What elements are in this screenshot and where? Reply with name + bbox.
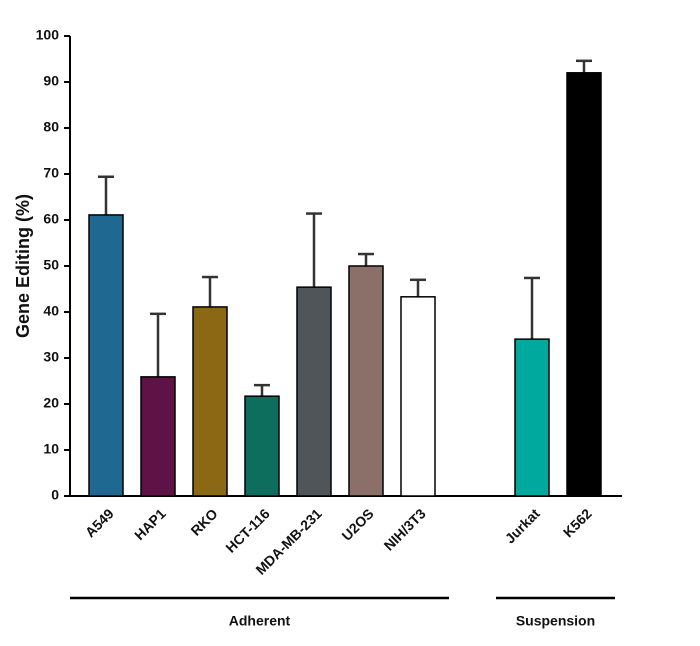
y-tick-label: 70	[43, 165, 59, 181]
group-label: Suspension	[516, 613, 595, 629]
x-tick-label: Jurkat	[502, 505, 543, 546]
y-tick-label: 20	[43, 395, 59, 411]
bar	[348, 265, 384, 497]
y-tick-label: 60	[43, 211, 59, 227]
x-tick-label: U2OS	[338, 505, 376, 543]
bar	[244, 395, 280, 497]
bar	[400, 296, 436, 497]
x-tick-label: HCT-116	[222, 505, 273, 556]
y-tick-label: 10	[43, 441, 59, 457]
y-tick-label: 30	[43, 349, 59, 365]
y-tick-label: 50	[43, 257, 59, 273]
x-tick-label: K562	[560, 505, 595, 540]
y-tick-label: 90	[43, 73, 59, 89]
bar	[192, 306, 228, 497]
x-tick-label: HAP1	[131, 505, 169, 543]
bar	[514, 338, 550, 497]
x-tick-label: RKO	[187, 505, 220, 538]
y-tick-label: 0	[51, 487, 59, 503]
bar	[88, 214, 124, 497]
bar	[296, 286, 332, 497]
bar	[566, 72, 602, 497]
y-tick-label: 100	[36, 27, 60, 43]
y-axis-label: Gene Editing (%)	[13, 194, 33, 338]
bar	[140, 376, 176, 497]
x-tick-label: A549	[82, 505, 117, 540]
group-label: Adherent	[229, 613, 291, 629]
y-tick-label: 40	[43, 303, 59, 319]
x-tick-label: NIH/3T3	[381, 505, 429, 553]
y-tick-label: 80	[43, 119, 59, 135]
